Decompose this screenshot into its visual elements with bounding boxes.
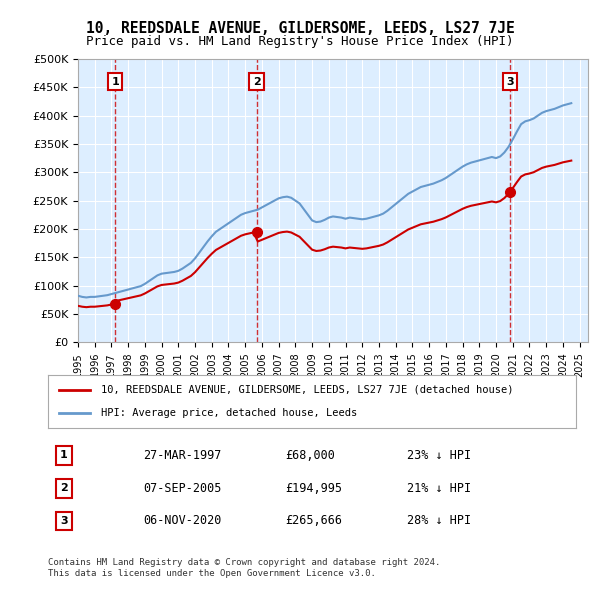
- Text: 3: 3: [506, 77, 514, 87]
- Text: 27-MAR-1997: 27-MAR-1997: [143, 449, 221, 462]
- Text: Price paid vs. HM Land Registry's House Price Index (HPI): Price paid vs. HM Land Registry's House …: [86, 35, 514, 48]
- Text: £265,666: £265,666: [286, 514, 343, 527]
- Text: 10, REEDSDALE AVENUE, GILDERSOME, LEEDS, LS27 7JE (detached house): 10, REEDSDALE AVENUE, GILDERSOME, LEEDS,…: [101, 385, 513, 395]
- Text: 10, REEDSDALE AVENUE, GILDERSOME, LEEDS, LS27 7JE: 10, REEDSDALE AVENUE, GILDERSOME, LEEDS,…: [86, 21, 514, 35]
- Text: HPI: Average price, detached house, Leeds: HPI: Average price, detached house, Leed…: [101, 408, 357, 418]
- Text: £194,995: £194,995: [286, 481, 343, 495]
- Text: 28% ↓ HPI: 28% ↓ HPI: [407, 514, 471, 527]
- Text: 1: 1: [112, 77, 119, 87]
- Text: 06-NOV-2020: 06-NOV-2020: [143, 514, 221, 527]
- Text: £68,000: £68,000: [286, 449, 335, 462]
- Text: 2: 2: [60, 483, 68, 493]
- Text: 07-SEP-2005: 07-SEP-2005: [143, 481, 221, 495]
- Text: 1: 1: [60, 451, 68, 460]
- Text: 3: 3: [60, 516, 68, 526]
- Text: Contains HM Land Registry data © Crown copyright and database right 2024.: Contains HM Land Registry data © Crown c…: [48, 558, 440, 566]
- Text: This data is licensed under the Open Government Licence v3.0.: This data is licensed under the Open Gov…: [48, 569, 376, 578]
- Text: 21% ↓ HPI: 21% ↓ HPI: [407, 481, 471, 495]
- Text: 23% ↓ HPI: 23% ↓ HPI: [407, 449, 471, 462]
- Text: 2: 2: [253, 77, 260, 87]
